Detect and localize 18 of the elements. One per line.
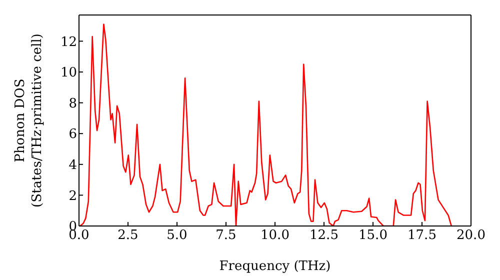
- y-tick-label: 4: [68, 158, 77, 174]
- x-tick-label: 0.0: [68, 228, 90, 244]
- y-axis-title: Phonon DOS (States/THz·primitive cell): [13, 33, 45, 208]
- x-tick-label: 7.5: [216, 228, 236, 244]
- line-series: [79, 24, 452, 226]
- x-tick-label: 5.0: [166, 228, 188, 244]
- x-tick-label: 17.5: [408, 228, 436, 244]
- y-tick-label: 8: [68, 96, 77, 112]
- x-tick-label: 20.0: [456, 228, 486, 244]
- x-axis-title: Frequency (THz): [219, 259, 331, 274]
- y-tick-label: 10: [60, 66, 77, 81]
- y-tick-label: 6: [68, 127, 77, 142]
- x-tick-label: 12.5: [310, 228, 338, 244]
- x-tick-label: 2.5: [118, 228, 138, 244]
- y-tick-label: 12: [60, 34, 77, 50]
- y-tick-label: 2: [68, 188, 77, 204]
- x-tick-label: 15.0: [358, 228, 388, 244]
- x-tick-label: 10.0: [260, 228, 290, 244]
